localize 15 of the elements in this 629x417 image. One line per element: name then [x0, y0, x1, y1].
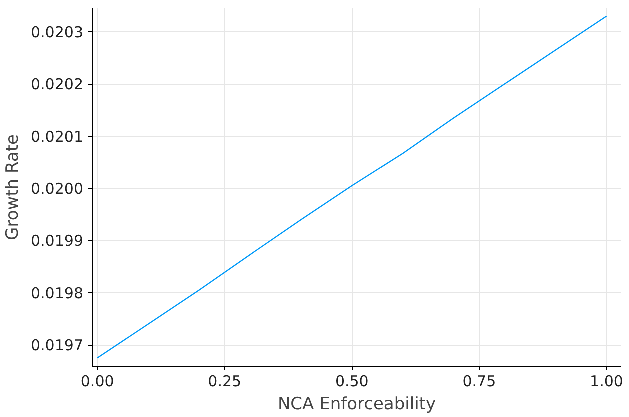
x-tick-label: 1.00 [590, 372, 624, 390]
y-tick-label: 0.0197 [31, 336, 84, 355]
y-tick-label: 0.0203 [31, 23, 84, 42]
y-tick-label: 0.0202 [31, 76, 84, 94]
line-series [96, 16, 608, 359]
y-tick-label: 0.0201 [31, 128, 84, 146]
y-tick-label: 0.0199 [31, 232, 84, 250]
x-tick-label: 0.00 [80, 372, 114, 390]
x-tick-label: 0.75 [462, 372, 496, 390]
x-tick-label: 0.50 [335, 372, 369, 390]
x-axis-title: NCA Enforceability [278, 394, 436, 414]
x-tick-label: 0.25 [208, 372, 242, 390]
y-tick-label: 0.0198 [31, 284, 84, 302]
y-tick-label: 0.0200 [31, 180, 84, 198]
y-axis-title: Growth Rate [3, 134, 24, 240]
